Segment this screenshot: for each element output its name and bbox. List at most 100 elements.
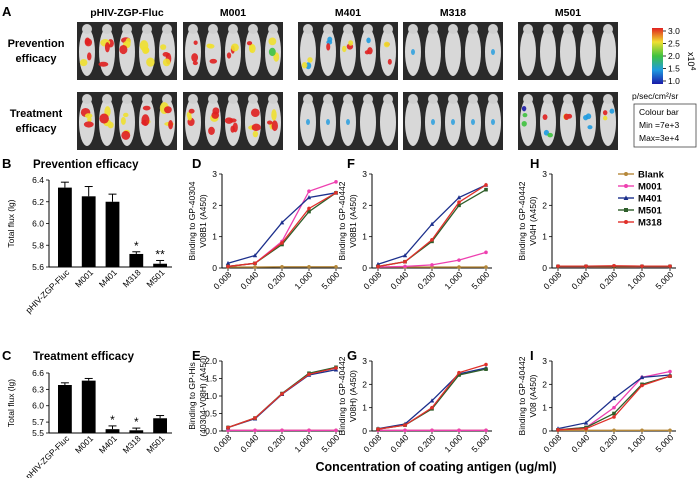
panel-a: A pHIV-ZGP-Fluc M001 M401 M318 M501 Preventi… (2, 4, 697, 150)
signal-blob (271, 109, 277, 121)
panel-letter-i: I (530, 348, 534, 363)
signal-blob (307, 57, 313, 63)
point-M001 (430, 263, 434, 267)
colorbar-legend-box (633, 103, 697, 148)
y-axis-label: (40304-V08H) (A450) (198, 355, 208, 436)
mouse-head (343, 94, 353, 104)
bar-pHIV-ZGP-Fluc (57, 385, 72, 433)
signal-blob (306, 119, 310, 125)
panel-letter-a: A (2, 4, 12, 19)
point-M318 (334, 191, 338, 195)
signal-blob (326, 43, 331, 51)
category-label: M501 (144, 267, 166, 289)
x-tick-label: 5.000 (653, 432, 675, 454)
y-axis-label: Binding to GP-40442 (517, 356, 527, 435)
point-Blank (640, 428, 644, 433)
point-M001 (484, 250, 488, 255)
point-M318 (430, 238, 434, 242)
point-M401 (279, 220, 285, 225)
group-label-0: pHIV-ZGP-Fluc (90, 7, 164, 19)
signal-blob (99, 113, 109, 124)
signal-blob (271, 120, 278, 132)
mouse-body (520, 28, 536, 76)
signal-blob (342, 45, 347, 53)
colorbar-tick-label: 1.0 (668, 76, 680, 86)
point-M001 (253, 428, 257, 433)
y-axis-label: V04H (A450) (528, 196, 538, 245)
row-label-1-0: Treatment (10, 108, 63, 120)
y-tick-label: 1 (362, 403, 367, 413)
colorbar-unit: p/sec/cm²/sr (632, 91, 678, 101)
point-M501 (612, 411, 616, 416)
mouse-body (320, 28, 336, 76)
signal-blob (451, 119, 455, 125)
mouse-head (228, 94, 238, 104)
mouse-head (543, 94, 553, 104)
mouse-head (523, 24, 533, 34)
signal-blob (142, 105, 151, 111)
colorbar-gradient (652, 28, 663, 84)
y-tick-label: 1 (212, 232, 217, 242)
mouse-head (122, 94, 132, 104)
y-tick-label: 1 (362, 232, 367, 242)
colorbar-ticks: 3.0 2.5 2.0 1.5 1.0 (663, 26, 680, 86)
signal-blob (250, 108, 260, 118)
point-M001 (457, 258, 461, 262)
mouse-head (583, 94, 593, 104)
y-tick-label: 3 (212, 169, 217, 179)
point-M318 (403, 259, 407, 264)
mouse-head (323, 24, 333, 34)
panel-letter-d: D (192, 156, 201, 171)
signal-blob (346, 119, 350, 125)
y-tick-label: 6.2 (32, 197, 44, 207)
signal-blob (563, 113, 570, 120)
legend-label-M318: M318 (638, 218, 662, 229)
series-line-M318 (227, 367, 337, 429)
signal-blob (471, 119, 475, 125)
x-tick-label: 0.200 (265, 269, 287, 291)
mouse-body (425, 28, 441, 76)
x-tick-label: 0.040 (388, 432, 410, 454)
point-M401 (402, 253, 408, 258)
y-tick-label: 5.8 (32, 240, 44, 250)
signal-blob (301, 62, 308, 69)
mouse-head (448, 24, 458, 34)
mouse-head (543, 24, 553, 34)
mouse-body (380, 98, 396, 146)
signal-blob (251, 123, 261, 132)
category-label: M401 (97, 267, 119, 289)
colorbar-legend-title: Colour bar (639, 107, 679, 117)
point-Blank (280, 264, 284, 269)
signal-blob (209, 58, 218, 64)
colorbar-legend-max: Max=3e+4 (639, 133, 679, 143)
signal-blob (249, 44, 256, 54)
x-tick-label: 1.000 (442, 432, 464, 454)
mouse-body (580, 98, 596, 146)
x-tick-label: 0.040 (569, 269, 591, 291)
mouse-head (162, 94, 172, 104)
group-label-1: M001 (220, 7, 246, 19)
series-line-M501 (377, 189, 487, 268)
signal-blob (348, 40, 354, 46)
mouse-body (445, 28, 461, 76)
series-line-M501 (557, 375, 671, 431)
point-M318 (640, 383, 644, 388)
signal-blob (252, 130, 259, 138)
point-M501 (484, 187, 488, 192)
y-tick-label: 3 (362, 356, 367, 366)
group-label-3: M318 (440, 7, 466, 19)
mouse-head (122, 24, 132, 34)
category-label: pHIV-ZGP-Fluc (23, 267, 71, 315)
point-M501 (307, 209, 311, 214)
mouse-head (428, 24, 438, 34)
mouse-head (248, 94, 258, 104)
x-tick-label: 0.040 (238, 432, 260, 454)
point-M318 (430, 405, 434, 410)
chart-title: Prevention efficacy (33, 159, 139, 171)
x-tick-label: 1.000 (292, 432, 314, 454)
mouse-head (188, 24, 198, 34)
point-M318 (376, 264, 380, 269)
mouse-head (82, 24, 92, 34)
